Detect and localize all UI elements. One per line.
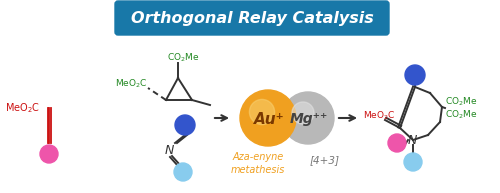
Circle shape [40,145,58,163]
Circle shape [405,65,425,85]
Text: $\mathregular{CO_2Me}$: $\mathregular{CO_2Me}$ [445,109,478,121]
Circle shape [388,134,406,152]
Text: $\mathregular{MeO_2C}$: $\mathregular{MeO_2C}$ [363,110,396,122]
Text: $\mathit{N}$: $\mathit{N}$ [164,144,175,157]
FancyBboxPatch shape [115,1,389,35]
Circle shape [404,153,422,171]
Text: $\mathregular{CO_2Me}$: $\mathregular{CO_2Me}$ [445,96,478,108]
Text: [4+3]: [4+3] [310,155,340,165]
Ellipse shape [250,99,274,125]
Text: Mg⁺⁺: Mg⁺⁺ [290,112,328,126]
Text: Orthogonal Relay Catalysis: Orthogonal Relay Catalysis [130,12,374,26]
Text: $\mathit{N}$: $\mathit{N}$ [408,135,418,147]
Text: Au⁺: Au⁺ [254,112,284,126]
Ellipse shape [282,92,334,144]
Circle shape [175,115,195,135]
Text: $\mathregular{MeO_2C}$: $\mathregular{MeO_2C}$ [115,78,148,90]
Ellipse shape [292,102,314,124]
Text: Aza-enyne
metathesis: Aza-enyne metathesis [231,152,285,175]
Text: $\mathregular{MeO_2C}$: $\mathregular{MeO_2C}$ [5,101,40,115]
Text: $\mathregular{CO_2Me}$: $\mathregular{CO_2Me}$ [167,52,200,64]
Circle shape [174,163,192,181]
Ellipse shape [240,90,296,146]
